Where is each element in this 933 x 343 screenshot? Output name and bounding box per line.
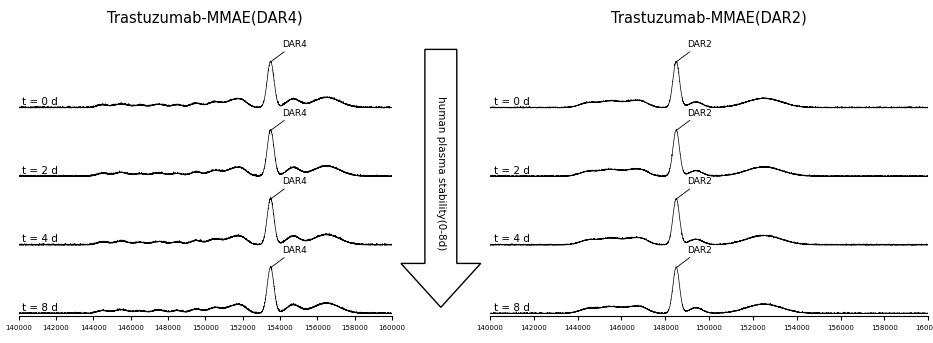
Text: DAR4: DAR4 xyxy=(271,109,307,130)
Text: t = 2 d: t = 2 d xyxy=(22,166,58,176)
Text: human plasma stability(0-8d): human plasma stability(0-8d) xyxy=(436,96,446,250)
Text: t = 0 d: t = 0 d xyxy=(22,97,58,107)
Text: t = 8 d: t = 8 d xyxy=(494,303,530,313)
Text: t = 8 d: t = 8 d xyxy=(22,303,58,313)
Text: DAR2: DAR2 xyxy=(676,177,712,199)
Text: t = 4 d: t = 4 d xyxy=(494,234,530,244)
Text: DAR4: DAR4 xyxy=(271,40,307,62)
Text: DAR2: DAR2 xyxy=(676,109,712,130)
Text: t = 2 d: t = 2 d xyxy=(494,166,530,176)
Text: Trastuzumab-MMAE(DAR2): Trastuzumab-MMAE(DAR2) xyxy=(611,10,807,25)
Text: Trastuzumab-MMAE(DAR4): Trastuzumab-MMAE(DAR4) xyxy=(107,10,303,25)
Text: DAR2: DAR2 xyxy=(676,246,712,268)
Text: t = 4 d: t = 4 d xyxy=(22,234,58,244)
Text: t = 0 d: t = 0 d xyxy=(494,97,530,107)
Text: DAR2: DAR2 xyxy=(676,40,712,62)
Text: DAR4: DAR4 xyxy=(271,246,307,268)
Text: DAR4: DAR4 xyxy=(271,177,307,199)
